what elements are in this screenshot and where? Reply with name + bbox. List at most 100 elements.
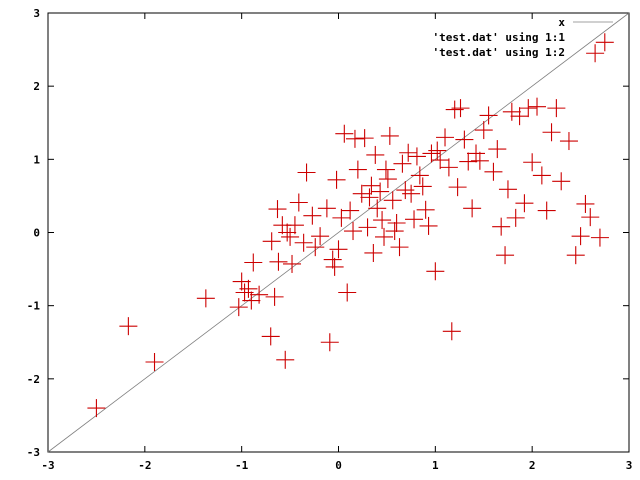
data-point bbox=[278, 223, 297, 242]
data-point bbox=[552, 172, 571, 191]
data-point bbox=[355, 129, 374, 148]
x-tick-label: -1 bbox=[235, 459, 249, 472]
data-point bbox=[393, 154, 412, 173]
data-point bbox=[345, 129, 364, 148]
y-tick-label: -1 bbox=[27, 300, 41, 313]
x-tick-label: 3 bbox=[626, 459, 633, 472]
data-point bbox=[419, 216, 438, 235]
data-point bbox=[523, 153, 542, 172]
data-point bbox=[515, 194, 534, 213]
data-point bbox=[297, 163, 316, 182]
x-tick-label: 1 bbox=[432, 459, 439, 472]
data-point bbox=[455, 130, 474, 149]
data-point bbox=[571, 227, 590, 246]
data-point bbox=[262, 232, 281, 251]
data-point bbox=[376, 160, 395, 179]
reference-line bbox=[47, 12, 630, 453]
data-point bbox=[283, 254, 302, 273]
data-point bbox=[335, 124, 354, 143]
data-point bbox=[402, 184, 421, 203]
data-point bbox=[439, 158, 458, 177]
data-point bbox=[320, 333, 339, 352]
legend-label: 'test.dat' using 1:2 bbox=[433, 46, 565, 59]
data-point bbox=[332, 208, 351, 227]
data-point bbox=[451, 99, 470, 118]
data-point bbox=[360, 188, 379, 207]
data-point bbox=[338, 283, 357, 302]
data-point bbox=[448, 178, 467, 197]
data-point bbox=[387, 213, 406, 232]
y-tick-label: 1 bbox=[33, 153, 40, 166]
data-point bbox=[317, 199, 336, 218]
data-point bbox=[528, 97, 547, 116]
data-point bbox=[416, 200, 435, 219]
data-point bbox=[306, 238, 325, 257]
data-point bbox=[431, 151, 450, 170]
x-tick-label: -2 bbox=[138, 459, 151, 472]
data-point bbox=[463, 199, 482, 218]
data-point bbox=[344, 222, 363, 241]
data-point bbox=[385, 222, 404, 241]
x-tick-label: -3 bbox=[41, 459, 54, 472]
data-point bbox=[492, 217, 511, 236]
data-points bbox=[87, 33, 614, 418]
data-point bbox=[323, 250, 342, 269]
data-point bbox=[498, 180, 517, 199]
data-point bbox=[368, 199, 387, 218]
data-point bbox=[269, 252, 288, 271]
data-point bbox=[595, 33, 614, 52]
data-point bbox=[542, 123, 561, 142]
legend: x 'test.dat' using 1:1 'test.dat' using 1:… bbox=[433, 16, 613, 59]
data-point bbox=[303, 206, 322, 225]
data-point bbox=[244, 253, 263, 272]
data-point bbox=[366, 145, 385, 164]
data-point bbox=[510, 107, 529, 126]
data-point bbox=[364, 243, 383, 262]
data-point bbox=[532, 166, 551, 185]
data-point bbox=[581, 208, 600, 227]
data-point bbox=[341, 201, 360, 220]
data-point bbox=[566, 246, 585, 265]
data-point bbox=[484, 162, 503, 181]
y-tick-label: -3 bbox=[27, 446, 40, 459]
data-point bbox=[229, 298, 248, 317]
data-point bbox=[426, 262, 445, 281]
data-point bbox=[410, 166, 429, 185]
data-point bbox=[311, 227, 330, 246]
legend-label: 'test.dat' using 1:1 bbox=[433, 31, 566, 44]
data-point bbox=[294, 233, 313, 252]
data-point bbox=[358, 218, 377, 237]
data-point bbox=[378, 170, 397, 189]
data-point bbox=[239, 279, 258, 298]
data-point bbox=[265, 287, 284, 306]
data-point bbox=[348, 160, 367, 179]
data-point bbox=[281, 227, 300, 246]
data-point bbox=[407, 147, 426, 166]
data-point bbox=[399, 143, 418, 162]
data-point bbox=[547, 99, 566, 118]
data-point bbox=[325, 257, 344, 276]
data-point bbox=[380, 126, 399, 145]
data-point bbox=[268, 200, 287, 219]
data-point bbox=[576, 194, 595, 213]
axis-ticks: -3 -2 -1 0 1 2 3 -3 -2 -1 0 1 2 3 bbox=[27, 7, 633, 472]
data-point bbox=[145, 353, 164, 372]
data-point bbox=[235, 283, 254, 302]
data-point bbox=[413, 177, 432, 196]
y-tick-label: 0 bbox=[33, 227, 40, 240]
data-point bbox=[261, 327, 280, 346]
x-tick-label: 2 bbox=[529, 459, 536, 472]
data-point bbox=[373, 211, 392, 230]
data-point bbox=[559, 132, 578, 151]
data-point bbox=[276, 350, 295, 369]
data-point bbox=[383, 191, 402, 210]
data-point bbox=[329, 240, 348, 259]
data-point bbox=[87, 399, 106, 418]
data-point bbox=[496, 246, 515, 265]
data-point bbox=[590, 228, 609, 247]
data-point bbox=[436, 128, 455, 147]
data-point bbox=[250, 285, 269, 304]
reference-line-group bbox=[47, 12, 630, 453]
data-point bbox=[506, 208, 525, 227]
